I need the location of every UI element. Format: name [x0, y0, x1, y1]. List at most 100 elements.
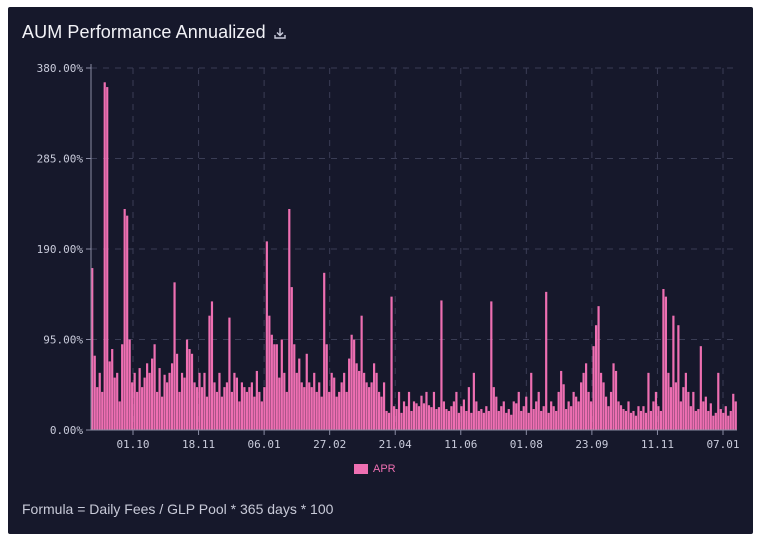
apr-bar — [273, 344, 276, 430]
apr-bar — [462, 399, 465, 430]
apr-bar — [604, 396, 608, 430]
apr-bar — [136, 391, 139, 430]
apr-bar — [215, 391, 219, 430]
apr-bar — [372, 363, 376, 430]
apr-bar — [200, 387, 204, 430]
x-tick-label: 01.08 — [510, 438, 543, 451]
x-tick-label: 27.02 — [313, 438, 346, 451]
chart-title: AUM Performance Annualized — [22, 22, 266, 42]
apr-bar — [308, 382, 311, 430]
apr-bar — [320, 396, 323, 430]
apr-bar — [502, 401, 505, 430]
apr-bar — [540, 410, 543, 430]
apr-bar — [567, 401, 570, 430]
apr-bar — [609, 391, 613, 430]
apr-bar — [565, 409, 568, 430]
apr-bar — [283, 372, 286, 430]
apr-bar — [472, 372, 475, 430]
apr-bar — [482, 412, 485, 430]
download-icon[interactable] — [273, 26, 287, 40]
apr-bar — [363, 372, 366, 430]
apr-bar — [490, 301, 493, 430]
apr-bar — [153, 344, 156, 430]
apr-bar — [642, 406, 645, 430]
apr-bar — [535, 401, 538, 430]
apr-bar — [709, 403, 712, 430]
x-tick-label: 11.06 — [444, 438, 477, 451]
apr-bar — [195, 387, 199, 430]
apr-bar — [345, 391, 348, 430]
apr-bar — [305, 353, 308, 430]
apr-bar — [734, 401, 737, 430]
apr-bar — [457, 412, 460, 430]
apr-bar — [679, 401, 682, 430]
apr-bar — [290, 287, 293, 430]
apr-bar — [325, 344, 328, 430]
apr-bar — [520, 410, 523, 430]
apr-bar — [465, 410, 468, 430]
apr-bar — [288, 208, 291, 430]
apr-bar — [370, 382, 373, 430]
apr-bar — [460, 406, 463, 430]
apr-bar — [619, 405, 623, 430]
apr-bar — [123, 208, 126, 430]
apr-bar — [193, 382, 196, 430]
apr-bar — [589, 401, 593, 430]
apr-bar — [487, 410, 490, 430]
apr-bar — [390, 296, 393, 430]
apr-bar — [265, 241, 268, 430]
apr-bar — [627, 401, 630, 430]
apr-bar — [445, 409, 448, 430]
apr-bar — [300, 382, 303, 430]
apr-bar — [392, 406, 396, 430]
apr-bar — [116, 372, 119, 430]
x-tick-label: 01.10 — [116, 438, 149, 451]
apr-bar — [175, 353, 179, 430]
chart-legend[interactable]: APR — [354, 463, 396, 475]
apr-bar — [669, 387, 673, 430]
apr-bar — [260, 401, 263, 430]
download-icon-glyph — [274, 27, 286, 39]
apr-bar — [582, 372, 585, 430]
apr-bar — [121, 344, 124, 430]
apr-bar — [228, 317, 231, 430]
apr-bar — [477, 410, 480, 430]
apr-bar — [313, 372, 316, 430]
apr-bar — [126, 215, 129, 430]
y-tick-label: 190.00% — [37, 243, 84, 256]
apr-bar — [410, 410, 413, 430]
x-tick-label: 18.11 — [182, 438, 215, 451]
apr-bar — [455, 391, 458, 430]
apr-bar — [173, 282, 176, 430]
apr-bar — [328, 391, 331, 430]
apr-bar — [597, 306, 600, 430]
apr-bar — [684, 372, 687, 430]
x-tick-label: 06.01 — [248, 438, 281, 451]
apr-bar — [183, 377, 186, 430]
apr-bar — [467, 387, 470, 430]
apr-bar — [263, 387, 266, 430]
apr-bar — [98, 372, 101, 430]
apr-bar — [318, 382, 321, 430]
apr-bar — [210, 301, 214, 430]
apr-bar — [255, 370, 258, 430]
apr-bar — [310, 387, 313, 430]
apr-bar — [96, 387, 99, 430]
apr-bar — [562, 384, 565, 430]
apr-bar — [707, 410, 710, 430]
apr-bar — [395, 409, 398, 430]
legend-label-apr: APR — [373, 463, 396, 475]
apr-bar — [624, 410, 628, 430]
apr-bar — [248, 387, 251, 430]
apr-bar — [587, 391, 590, 430]
apr-bar — [510, 414, 513, 430]
apr-bar — [437, 407, 441, 430]
x-tick-label: 11.11 — [641, 438, 674, 451]
apr-bar — [662, 289, 665, 430]
apr-bar — [133, 372, 136, 430]
apr-bar — [131, 382, 134, 430]
apr-bar — [315, 391, 318, 430]
apr-bar — [545, 291, 548, 430]
apr-bar — [560, 370, 563, 430]
apr-bar — [270, 334, 273, 430]
